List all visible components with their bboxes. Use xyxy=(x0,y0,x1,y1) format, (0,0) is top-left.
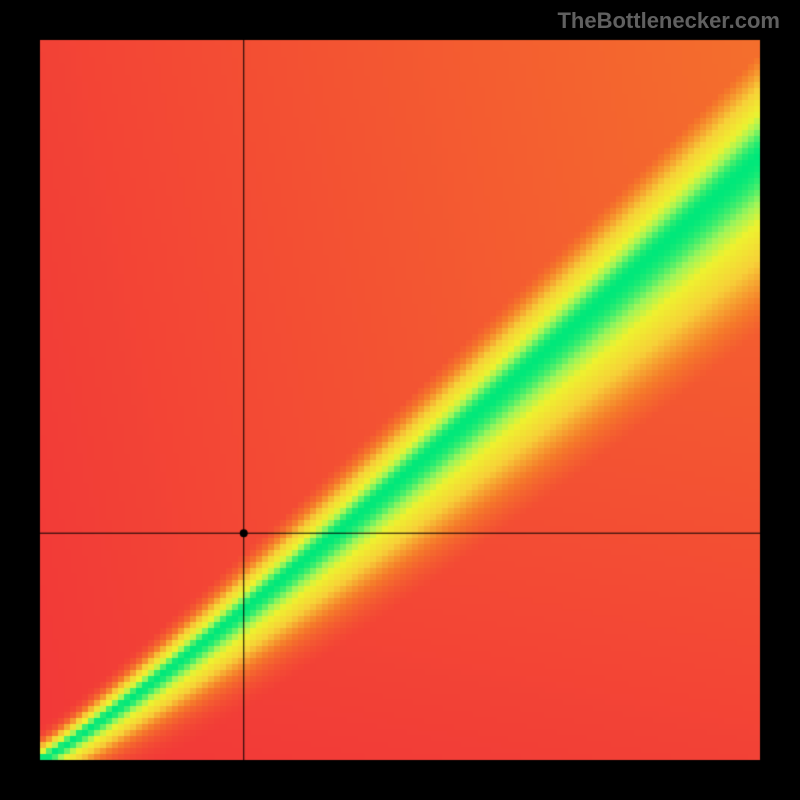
bottleneck-heatmap xyxy=(0,0,800,800)
watermark-text: TheBottlenecker.com xyxy=(557,8,780,34)
chart-container: TheBottlenecker.com xyxy=(0,0,800,800)
